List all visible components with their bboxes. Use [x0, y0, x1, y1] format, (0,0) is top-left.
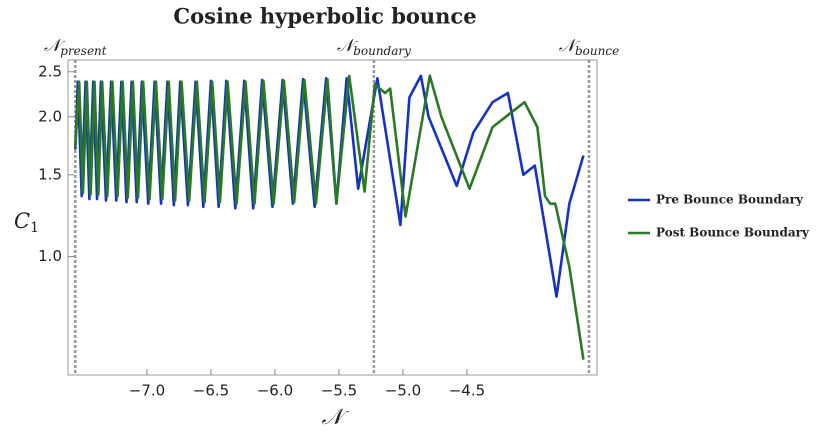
marker-subscript: boundary: [353, 44, 411, 58]
marker-subscript: bounce: [575, 44, 619, 58]
x-tick-label: −6.0: [257, 382, 293, 400]
y-tick-label: 1.0: [38, 247, 62, 265]
marker-label: 𝒩boundary: [337, 36, 411, 58]
marker-subscript: present: [60, 44, 107, 58]
legend-label: Pre Bounce Boundary: [656, 193, 804, 207]
series-line: [74, 74, 585, 360]
x-tick-label: −5.0: [385, 382, 421, 400]
y-label-main: C: [14, 209, 30, 233]
x-tick-label: −5.5: [321, 382, 357, 400]
x-tick-label: −6.5: [193, 382, 229, 400]
y-tick-label: 2.0: [38, 107, 62, 125]
legend-label: Post Bounce Boundary: [656, 226, 810, 240]
x-tick-label: −7.0: [129, 382, 165, 400]
x-axis-label: 𝒩: [321, 405, 349, 430]
plot-frame: [67, 59, 598, 376]
x-tick-label: −4.5: [449, 382, 485, 400]
y-tick-label: 1.5: [38, 165, 62, 183]
chart-title: Cosine hyperbolic bounce: [173, 4, 476, 29]
marker-label: 𝒩bounce: [559, 36, 619, 58]
y-axis-label: C1: [14, 209, 39, 237]
y-tick-label: 2.5: [38, 62, 62, 80]
marker-label: 𝒩present: [44, 36, 107, 58]
y-label-sub: 1: [30, 220, 39, 236]
